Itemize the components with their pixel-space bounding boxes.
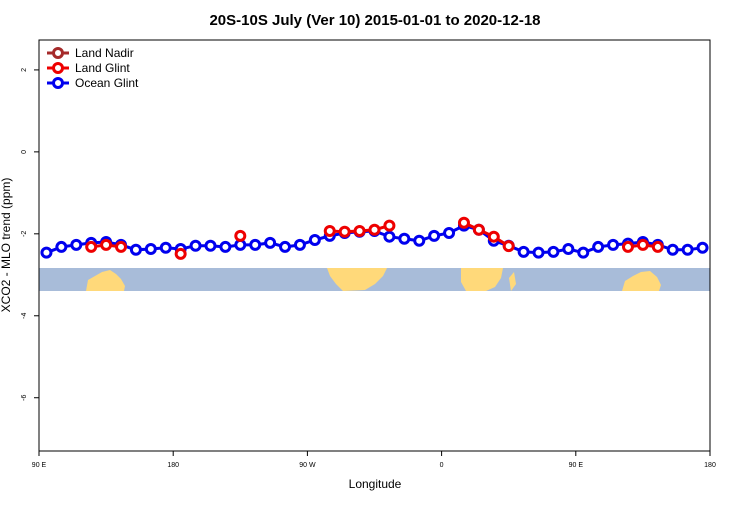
data-point (174, 247, 187, 260)
x-tick-label: 90 E (32, 462, 47, 469)
chart-title: 20S-10S July (Ver 10) 2015-01-01 to 2020… (209, 12, 540, 29)
x-tick-label: 180 (704, 462, 716, 469)
data-point (159, 241, 172, 254)
data-point (607, 238, 620, 251)
data-point (383, 230, 396, 243)
data-point (577, 246, 590, 259)
data-point (651, 240, 664, 253)
data-point (502, 240, 515, 253)
land-shape (509, 272, 516, 291)
data-point (681, 243, 694, 256)
data-point (55, 240, 68, 253)
data-point (398, 232, 411, 245)
series-line (463, 221, 510, 248)
data-point (70, 238, 83, 251)
data-point (592, 240, 605, 253)
land-shape (461, 268, 503, 291)
data-point (293, 238, 306, 251)
data-point (234, 229, 247, 242)
data-point (562, 242, 575, 255)
data-point (621, 240, 634, 253)
land-shape (622, 271, 661, 291)
data-point (189, 239, 202, 252)
data-point (85, 240, 98, 253)
x-tick-label: 90 E (569, 462, 584, 469)
data-point (368, 223, 381, 236)
y-tick-label: 0 (21, 150, 28, 154)
x-tick-label: 180 (167, 462, 179, 469)
legend-label: Land Nadir (75, 46, 134, 60)
data-point (264, 236, 277, 249)
data-point (249, 238, 262, 251)
land-mask (39, 268, 710, 291)
data-point (204, 239, 217, 252)
legend-label: Ocean Glint (75, 76, 139, 90)
data-point (115, 240, 128, 253)
data-point (487, 230, 500, 243)
y-tick-label: -4 (21, 313, 28, 319)
data-point (129, 243, 142, 256)
land-shape (86, 270, 125, 291)
y-tick-label: -6 (21, 395, 28, 401)
y-tick-label: 2 (21, 68, 28, 72)
data-point (413, 234, 426, 247)
legend-label: Land Glint (75, 61, 130, 75)
data-point (443, 227, 456, 240)
legend-marker (52, 77, 64, 89)
data-point (428, 229, 441, 242)
x-tick-label: 0 (440, 462, 444, 469)
data-point (144, 242, 157, 255)
data-point (472, 223, 485, 236)
data-point (279, 240, 292, 253)
legend-marker (52, 47, 64, 59)
data-point (308, 233, 321, 246)
data-point (636, 238, 649, 251)
x-axis-label: Longitude (349, 477, 402, 491)
data-point (666, 243, 679, 256)
data-point (353, 224, 366, 237)
y-tick-label: -2 (21, 231, 28, 237)
data-point (457, 216, 470, 229)
data-point (40, 246, 53, 259)
land-shape (327, 268, 387, 291)
data-point (323, 224, 336, 237)
data-point (219, 240, 232, 253)
plot-frame (38, 39, 711, 452)
y-axis-label: XCO2 - MLO trend (ppm) (0, 178, 13, 313)
data-point (532, 246, 545, 259)
data-point (383, 219, 396, 232)
legend-marker (52, 62, 64, 74)
data-point (696, 241, 709, 254)
plot-marks (40, 216, 709, 260)
data-point (547, 245, 560, 258)
data-point (338, 225, 351, 238)
data-point (517, 245, 530, 258)
data-point (100, 238, 113, 251)
x-tick-label: 90 W (299, 462, 316, 469)
